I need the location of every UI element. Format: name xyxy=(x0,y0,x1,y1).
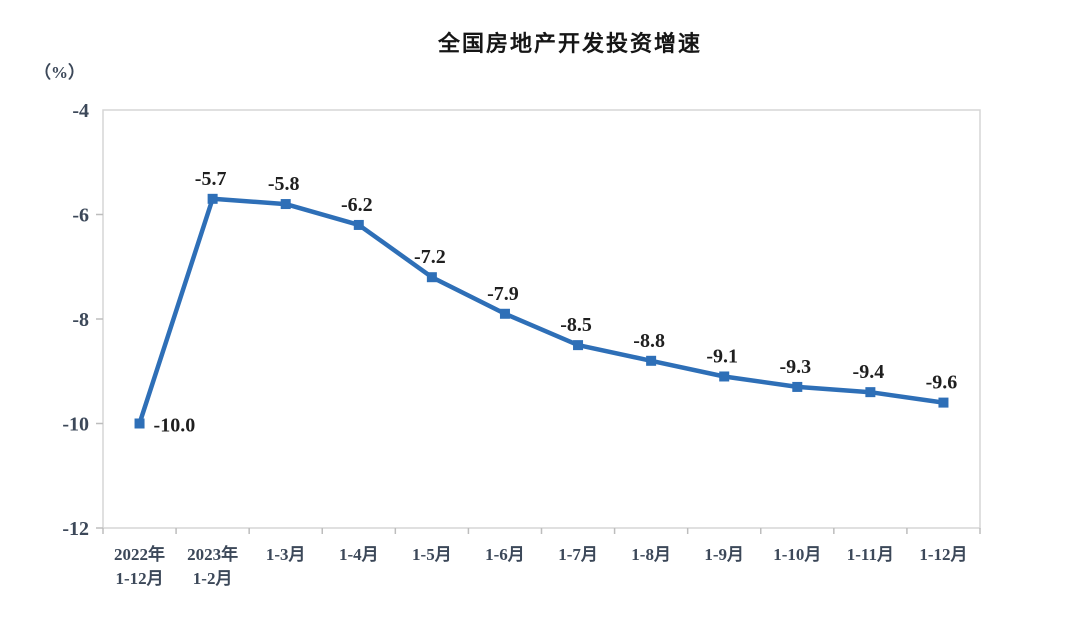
x-axis-category-label: 1-5月 xyxy=(412,545,452,564)
data-point-marker xyxy=(719,371,730,382)
data-point-label: -9.3 xyxy=(779,356,811,378)
data-point-marker xyxy=(280,199,291,210)
data-point-label: -5.7 xyxy=(195,168,227,190)
data-point-label: -7.2 xyxy=(414,246,446,268)
data-point-label: -10.0 xyxy=(154,415,196,437)
x-axis-category-label: 1-2月 xyxy=(193,569,233,588)
y-axis-tick-label: -4 xyxy=(72,100,89,122)
data-point-marker xyxy=(865,387,876,398)
data-point-label: -9.4 xyxy=(853,361,885,383)
data-point-label: -5.8 xyxy=(268,173,300,195)
x-axis-category-label: 1-10月 xyxy=(773,545,821,564)
data-point-marker xyxy=(792,381,803,392)
data-point-marker xyxy=(207,193,218,204)
data-point-label: -9.6 xyxy=(926,372,958,394)
data-point-marker xyxy=(134,418,145,429)
data-point-marker xyxy=(646,355,657,366)
x-axis-category-label: 2022年 xyxy=(114,544,165,564)
y-axis-tick-label: -10 xyxy=(62,414,89,436)
x-axis-category-label: 1-12月 xyxy=(919,545,967,564)
x-axis-category-label: 1-9月 xyxy=(704,545,744,564)
x-axis-category-label: 1-8月 xyxy=(631,545,671,564)
x-axis-category-label: 1-3月 xyxy=(266,545,306,564)
y-axis-tick-label: -6 xyxy=(72,205,89,227)
x-axis-category-label: 2023年 xyxy=(187,544,238,564)
plot-area xyxy=(102,109,981,529)
y-axis-tick-label: -12 xyxy=(62,518,89,540)
chart-title: 全国房地产开发投资增速 xyxy=(437,31,703,56)
data-point-label: -8.8 xyxy=(633,330,665,352)
data-point-label: -8.5 xyxy=(560,314,592,336)
data-point-marker xyxy=(426,272,437,283)
data-series-line xyxy=(137,196,946,426)
x-axis-category-label: 1-7月 xyxy=(558,545,598,564)
data-point-label: -9.1 xyxy=(706,345,738,367)
data-point-marker xyxy=(499,308,510,319)
x-axis-category-label: 1-4月 xyxy=(339,545,379,564)
x-axis-category-label: 1-12月 xyxy=(115,569,163,588)
data-point-label: -6.2 xyxy=(341,194,373,216)
y-axis-tick-label: -8 xyxy=(72,309,89,331)
data-point-label: -7.9 xyxy=(487,283,519,305)
data-point-marker xyxy=(938,397,949,408)
data-point-marker xyxy=(353,219,364,230)
data-point-marker xyxy=(573,340,584,351)
x-axis-category-label: 1-11月 xyxy=(847,545,894,564)
y-axis-unit-label: （%） xyxy=(34,63,85,82)
x-axis-category-label: 1-6月 xyxy=(485,545,525,564)
